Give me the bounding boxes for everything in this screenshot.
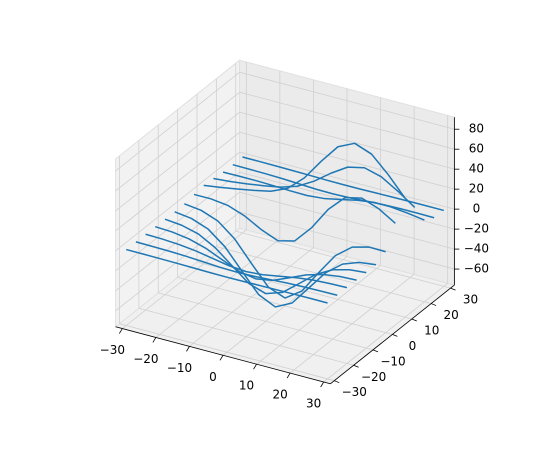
x-tick-label: −30 [100,343,125,357]
x-tick-label: 20 [272,388,287,402]
grid-line [239,171,455,230]
z-tick-label: 60 [469,142,484,156]
wire-line [213,166,416,208]
y-tick-label: 0 [409,339,417,353]
z-tick-label: 40 [469,162,484,176]
wire-line [174,211,377,308]
x-tick [219,355,224,361]
wire-line [193,193,396,242]
y-tick-label: 10 [424,323,439,337]
y-tick [372,349,379,353]
x-tick-label: −10 [167,361,192,375]
wire-line [242,156,444,212]
grid-line [115,91,240,192]
grid-line [115,171,240,272]
grid-line [177,277,393,335]
wire-line [135,241,338,296]
y-tick-label: −10 [380,354,405,368]
wire-line [164,218,367,295]
grid-line [115,151,240,252]
grid-line [239,71,455,130]
x-tick [253,363,257,370]
grid-line [239,131,455,190]
y-tick-label: 20 [443,308,458,322]
y-tick-label: 30 [463,293,478,307]
x-tick-label: 10 [239,379,254,393]
y-tick [353,364,359,368]
wire-line [232,163,435,219]
grid-line [158,292,374,351]
x-tick [118,328,123,334]
y-axis-line [330,284,455,385]
grid-line [115,131,240,232]
y-tick [334,380,340,384]
x-tick [320,381,325,388]
z-tick-label: −60 [464,262,489,276]
x-tick [286,372,291,379]
grid-line [235,230,451,289]
grid-line [239,211,455,270]
z-tick-label: 20 [469,182,484,196]
z-tick-label: −40 [464,242,489,256]
wire-line [203,142,406,199]
grid-line [239,91,455,150]
x-tick-label: 30 [306,396,321,410]
y-tick [430,303,437,306]
x-axis-line [115,326,331,385]
wire-line [222,171,425,221]
wire-line [184,203,386,299]
y-tick-label: −30 [342,385,367,399]
y-tick [392,334,398,337]
grid-line [239,151,455,210]
wire-line [126,248,328,304]
y-tick-label: −20 [361,370,386,384]
grid-line [239,111,455,170]
wire-line [145,233,348,289]
grid-line [115,111,240,212]
x-tick-label: −20 [133,352,158,366]
grid-line [115,191,240,292]
grid-line [119,323,335,382]
grid-line [138,307,354,366]
x-tick [186,346,190,352]
grid-line [115,211,240,312]
y-tick [450,287,456,291]
grid-line [239,191,455,250]
wire-line [155,225,357,282]
z-tick-label: −20 [464,222,489,236]
x-tick [152,337,157,343]
x-tick-label: 0 [209,370,217,384]
z-tick-label: 80 [469,122,484,136]
z-tick-label: 0 [473,202,481,216]
grid-line [115,71,240,172]
y-tick [411,318,417,322]
